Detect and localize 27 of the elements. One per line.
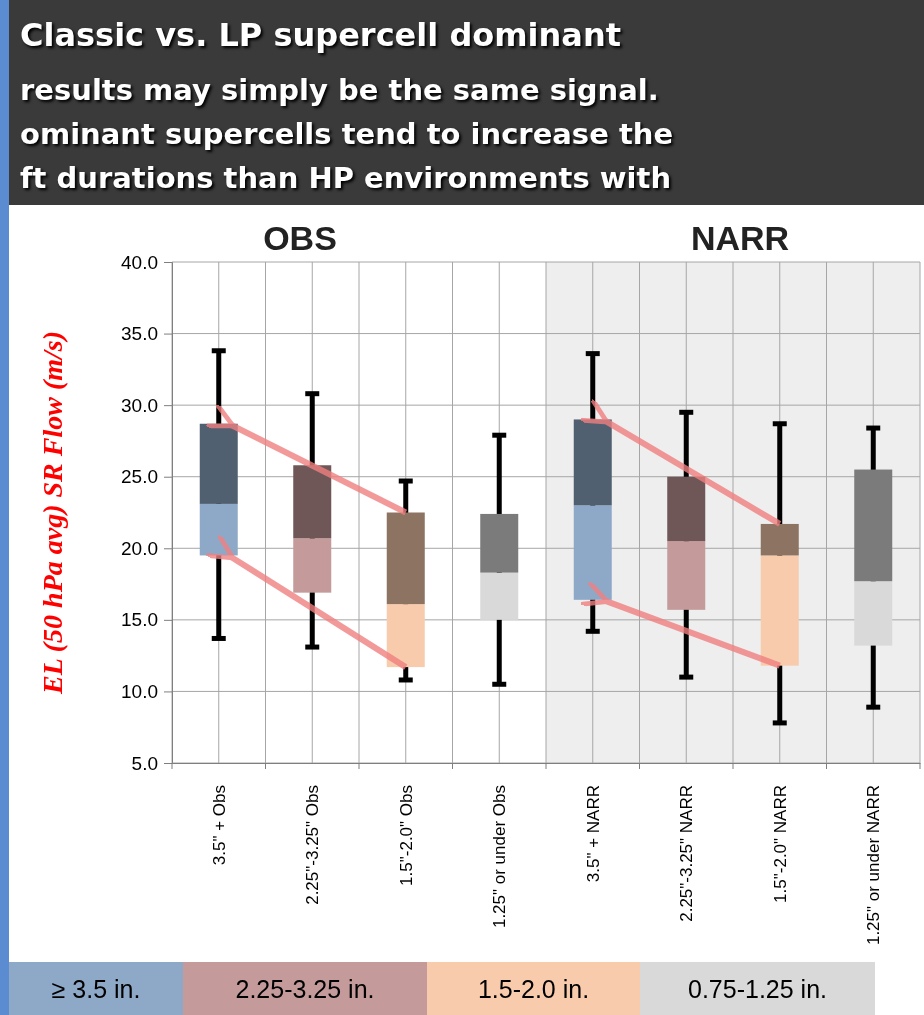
y-tick-label: 5.0 [131,752,158,774]
y-tick-label: 30.0 [121,394,158,416]
y-tick-label: 15.0 [121,609,158,631]
text: results may simply be the same signal. [20,73,659,107]
x-tick-label: 3.5" + NARR [583,785,603,883]
x-tick-label: 1.25" or under NARR [864,785,884,946]
y-tick-label: 20.0 [121,537,158,559]
x-tick-label: 1.5"-2.0" Obs [396,785,416,886]
text: 0.75-1.25 in. [688,975,827,1003]
text: ominant supercells tend to increase the [20,117,674,151]
text: ft durations than HP environments with [20,161,672,195]
x-tick-label: 2.25"-3.25" NARR [677,785,697,922]
y-tick-label: 35.0 [121,323,158,345]
y-tick-label: 40.0 [121,251,158,273]
text: NARR [690,219,790,257]
y-tick-label: 25.0 [121,466,158,488]
text: 1.5-2.0 in. [477,975,590,1003]
y-tick-label: 10.0 [121,681,158,703]
x-tick-label: 3.5" + Obs [209,785,229,866]
x-tick-label: 1.25" or under Obs [490,785,510,929]
y-axis-title: EL (50 hPa avg) SR Flow (m/s) [37,331,68,695]
text: OBS [263,219,337,257]
x-tick-label: 1.5"-2.0" NARR [770,785,790,903]
x-tick-label: 2.25"-3.25" Obs [303,785,323,905]
chart-title: Classic vs. LP supercell dominant [20,16,622,54]
text: ≥ 3.5 in. [51,975,141,1003]
text: 2.25-3.25 in. [235,975,375,1003]
